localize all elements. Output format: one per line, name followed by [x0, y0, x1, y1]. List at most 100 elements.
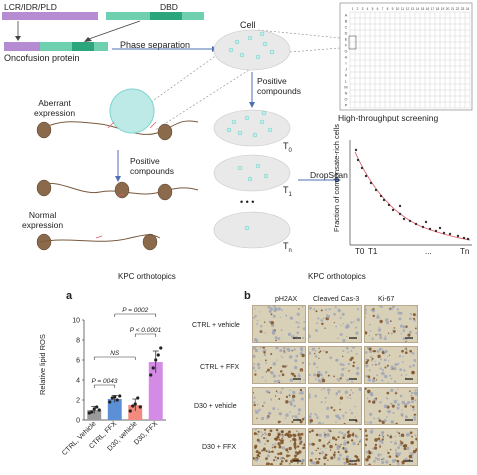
t0-label: T0: [283, 141, 292, 154]
col-header-ki67: Ki-67: [378, 296, 395, 303]
scatter-point: [364, 174, 368, 178]
scatter-point: [438, 226, 442, 230]
data-point: [110, 396, 114, 400]
scatter-point: [398, 212, 402, 216]
data-point: [154, 358, 158, 362]
plate-col-label: 5: [372, 7, 374, 11]
data-point: [151, 366, 155, 370]
plate-col-label: 4: [367, 7, 369, 11]
scatter-point: [434, 229, 438, 233]
data-point: [133, 402, 137, 406]
plate-col-label: 17: [431, 7, 435, 11]
scatter-point: [442, 231, 446, 235]
plate-col-label: 1: [352, 7, 354, 11]
plate-row-label: N: [345, 92, 348, 96]
bar-y-tick-label: 0: [76, 418, 80, 425]
plate-col-label: 10: [396, 7, 400, 11]
schematic-drawing: 1 2 3 4 5 6 7 8 9 10 11 12 13 14 15 16 17 18 19 20 21 22 23 24A…: [15, 2, 473, 251]
plate-row-label: K: [345, 74, 348, 78]
plate-row-label: J: [345, 68, 347, 72]
plate-row-label: D: [345, 32, 348, 36]
micrograph-tile: [364, 387, 418, 425]
lcr-idr-pld-label: LCR/IDR/PLD: [4, 2, 57, 12]
panel-a-letter: a: [66, 290, 73, 302]
oncofusion-core-segment: [72, 42, 94, 51]
scatter-point: [360, 166, 364, 170]
plate-col-label: 8: [387, 7, 389, 11]
data-point: [108, 400, 112, 404]
bar: [107, 399, 122, 420]
data-point: [156, 353, 160, 357]
hts-label: High-throughput screening: [338, 113, 439, 123]
cell-label: Cell: [240, 20, 256, 30]
data-point: [87, 411, 91, 415]
row-label-ctrl-vehicle: CTRL + vehicle: [192, 322, 240, 329]
plate-col-label: 2: [357, 7, 359, 11]
bar-y-tick-label: 6: [76, 358, 80, 365]
scatter-point: [466, 237, 470, 241]
data-point: [92, 407, 96, 411]
micrograph-tile: [364, 346, 418, 384]
bar-y-tick-label: 10: [72, 318, 80, 325]
scatter-point: [462, 236, 466, 240]
sig-bracket-ctrlffx-d30ffx-label: P = 0002: [122, 307, 148, 314]
lcr-domain-bar: [2, 12, 98, 20]
panel-a-title: KPC orthotopics: [118, 272, 176, 281]
plate-col-label: 9: [392, 7, 394, 11]
plate-col-label: 7: [382, 7, 384, 11]
plate-row-label: E: [345, 38, 348, 42]
scatter-tick-ellipsis: ...: [425, 247, 432, 256]
sig-bracket-ctrlveh-ctrlffx: [93, 384, 116, 388]
plate-row-label: C: [345, 26, 348, 30]
data-point: [113, 395, 117, 399]
plate-col-label: 12: [406, 7, 410, 11]
plate-col-label: 22: [456, 7, 460, 11]
scatter-point: [369, 181, 373, 185]
bar: [148, 362, 163, 420]
micrograph-tile: [364, 305, 418, 343]
data-point: [149, 373, 153, 377]
scatter-point: [356, 158, 360, 162]
row-label-ctrl-ffx: CTRL + FFX: [200, 364, 240, 371]
plate-col-label: 18: [436, 7, 440, 11]
plate-col-label: 13: [411, 7, 415, 11]
aberrant-expression-label: Aberrant expression: [34, 98, 76, 118]
micrograph-tile: [252, 387, 306, 425]
bar-chart-ylabel: Relative lipid ROS: [38, 334, 47, 395]
dropscan-label: DropScan: [310, 170, 348, 180]
scatter-point: [387, 203, 391, 207]
plate-col-label: 6: [377, 7, 379, 11]
plate-row-label: I: [345, 62, 346, 66]
plate-hit-box: [348, 35, 357, 50]
ellipsis-dots: • • •: [240, 197, 255, 207]
plate-col-label: 19: [441, 7, 445, 11]
data-point: [138, 405, 142, 409]
plate-row-label: G: [345, 50, 348, 54]
plate-col-label: 21: [451, 7, 455, 11]
plate-col-label: 11: [401, 7, 405, 11]
data-point: [90, 410, 94, 414]
data-point: [118, 394, 122, 398]
panel-b-title: KPC orthotopics: [308, 272, 366, 281]
oncofusion-label: Oncofusion protein: [4, 53, 80, 63]
data-point: [115, 398, 119, 402]
scatter-point: [391, 208, 395, 212]
micrograph-tile: [364, 428, 418, 466]
bar-y-tick-label: 2: [76, 398, 80, 405]
scatter-point: [398, 204, 402, 208]
oncofusion-lcr-segment: [4, 42, 40, 51]
plate-col-label: 16: [426, 7, 430, 11]
sig-bracket-d30veh-d30ffx-label: P < 0.0001: [130, 327, 162, 334]
micrograph-tile: [252, 428, 306, 466]
scatter-point: [402, 217, 406, 221]
plate-row-label: P: [345, 104, 348, 108]
sig-bracket-ns-label: NS: [110, 350, 120, 357]
micrograph-tile: [308, 305, 362, 343]
scatter-point: [448, 232, 452, 236]
scatter-point: [424, 220, 428, 224]
bar-y-tick-label: 4: [76, 378, 80, 385]
panel-b-letter: b: [244, 290, 251, 302]
data-point: [159, 346, 163, 350]
row-label-d30-ffx: D30 + FFX: [202, 444, 237, 451]
row-label-d30-vehicle: D30 + vehicle: [194, 403, 237, 410]
